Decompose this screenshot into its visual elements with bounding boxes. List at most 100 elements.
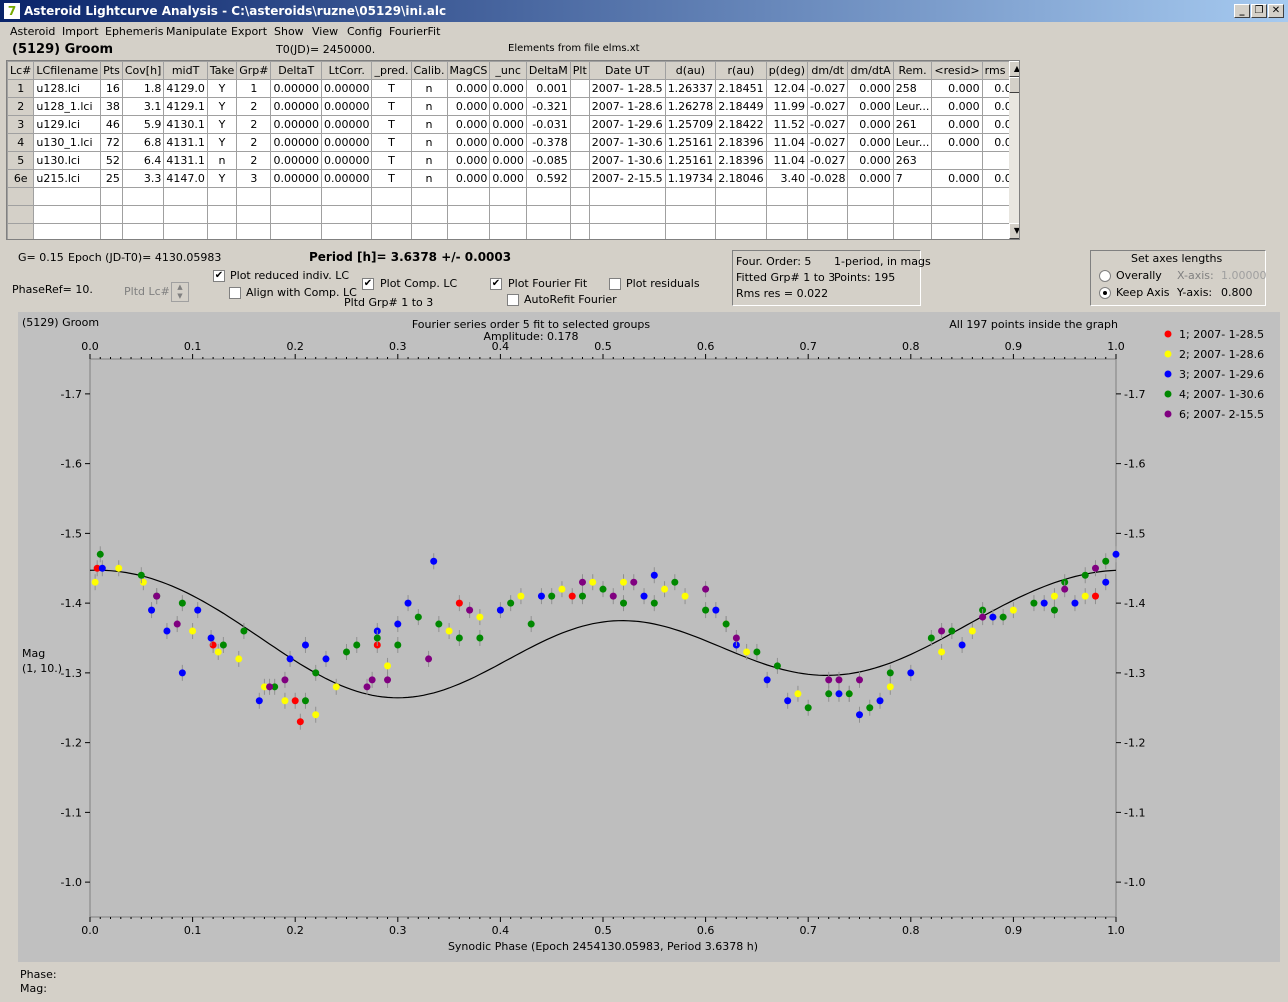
table-cell[interactable] [33,187,102,206]
plot-reduced-checkbox[interactable]: ✔ [213,270,225,282]
table-cell[interactable] [892,223,933,239]
table-cell[interactable] [715,187,767,206]
data-point[interactable] [466,606,474,614]
table-cell[interactable]: 11.04 [765,133,809,152]
data-point[interactable] [773,662,781,670]
column-header[interactable]: dm/dtA [847,61,894,80]
row-header[interactable]: 3 [7,115,35,134]
table-cell[interactable]: 0.00000 [320,151,373,170]
table-cell[interactable]: 0.000 [446,151,491,170]
data-point[interactable] [255,697,263,705]
table-cell[interactable]: 3.40 [765,169,809,188]
table-cell[interactable] [664,187,717,206]
data-point[interactable] [368,676,376,684]
data-point[interactable] [96,550,104,558]
table-cell[interactable]: 0.000 [446,97,491,116]
table-cell[interactable]: 1.19734 [664,169,717,188]
table-cell[interactable]: 1.26278 [664,97,717,116]
data-point[interactable] [661,585,669,593]
column-header[interactable]: Rem. [892,61,933,80]
table-cell[interactable]: 52 [100,151,123,170]
column-header[interactable]: d(au) [664,61,717,80]
table-cell[interactable]: 1.8 [121,79,165,98]
table-cell[interactable]: 0.000 [931,115,983,134]
table-cell[interactable]: 0.000 [931,79,983,98]
table-row-empty[interactable] [7,223,1019,239]
table-cell[interactable] [121,205,165,224]
column-header[interactable]: LtCorr. [320,61,373,80]
table-cell[interactable] [806,187,849,206]
table-cell[interactable]: 0.00000 [320,169,373,188]
table-cell[interactable]: u129.lci [33,115,102,134]
data-point[interactable] [98,564,106,572]
data-point[interactable] [1050,606,1058,614]
row-header[interactable]: 5 [7,151,35,170]
data-point[interactable] [1061,585,1069,593]
data-point[interactable] [907,669,915,677]
x-axis-value[interactable]: 1.00000 [1221,269,1267,282]
table-cell[interactable]: 3.1 [121,97,165,116]
data-point[interactable] [207,634,215,642]
data-point[interactable] [173,620,181,628]
table-cell[interactable]: 6.8 [121,133,165,152]
table-cell[interactable]: u215.lci [33,169,102,188]
table-cell[interactable]: 4129.1 [163,97,208,116]
data-point[interactable] [886,683,894,691]
table-cell[interactable] [100,205,123,224]
table-cell[interactable]: 11.52 [765,115,809,134]
autorefit-checkbox[interactable] [507,294,519,306]
table-cell[interactable] [410,223,448,239]
data-point[interactable] [1071,599,1079,607]
table-cell[interactable]: T [371,97,412,116]
data-point[interactable] [702,606,710,614]
data-point[interactable] [291,697,299,705]
table-cell[interactable] [525,223,571,239]
data-point[interactable] [979,613,987,621]
table-cell[interactable]: 0.00000 [270,97,322,116]
table-cell[interactable]: Y [206,169,238,188]
table-cell[interactable]: 2007- 1-30.6 [588,133,666,152]
table-cell[interactable]: 38 [100,97,123,116]
data-point[interactable] [753,648,761,656]
table-cell[interactable] [806,223,849,239]
plot-fourier-checkbox[interactable]: ✔ [490,278,502,290]
data-point[interactable] [1091,592,1099,600]
table-cell[interactable]: 1.25161 [664,151,717,170]
column-header[interactable]: MagCS [446,61,491,80]
data-point[interactable] [640,592,648,600]
table-cell[interactable] [765,223,809,239]
data-point[interactable] [927,634,935,642]
table-cell[interactable] [847,205,894,224]
table-cell[interactable] [892,187,933,206]
table-cell[interactable] [371,223,412,239]
data-point[interactable] [876,697,884,705]
table-cell[interactable]: 0.00000 [320,115,373,134]
data-point[interactable] [825,690,833,698]
data-point[interactable] [404,599,412,607]
table-cell[interactable] [320,223,373,239]
table-cell[interactable] [569,79,590,98]
table-cell[interactable]: -0.028 [806,169,849,188]
table-cell[interactable]: 2 [236,133,272,152]
table-cell[interactable]: n [410,79,448,98]
column-header[interactable]: Cov[h] [121,61,165,80]
menu-manipulate[interactable]: Manipulate [166,25,228,38]
data-point[interactable] [1102,578,1110,586]
data-point[interactable] [825,676,833,684]
data-point[interactable] [343,648,350,656]
data-point[interactable] [1091,564,1099,572]
table-cell[interactable]: u128.lci [33,79,102,98]
data-point[interactable] [240,627,248,635]
table-cell[interactable]: Y [206,97,238,116]
data-point[interactable] [301,697,309,705]
data-point[interactable] [609,592,617,600]
table-cell[interactable]: 1 [236,79,272,98]
data-point[interactable] [1030,599,1038,607]
plot-comp-checkbox[interactable]: ✔ [362,278,374,290]
column-header[interactable]: _pred. [371,61,412,80]
data-point[interactable] [435,620,443,628]
table-cell[interactable]: u130_1.lci [33,133,102,152]
table-cell[interactable] [270,205,322,224]
column-header[interactable]: Pts [100,61,123,80]
